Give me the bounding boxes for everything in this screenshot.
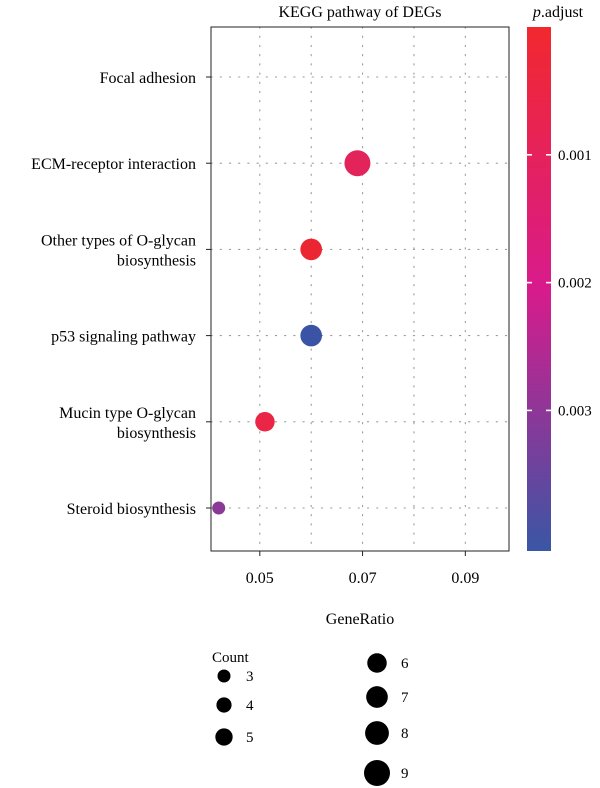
data-points <box>212 150 371 515</box>
size-legend-dot <box>365 721 389 745</box>
size-legend-label: 4 <box>246 698 254 714</box>
data-point <box>212 501 226 515</box>
size-legend-label: 9 <box>401 766 409 782</box>
size-legend-dot <box>217 669 231 683</box>
data-point <box>344 150 371 177</box>
colorbar-tick-label: 0.002 <box>558 276 592 292</box>
size-legend-dot <box>366 686 388 708</box>
size-legend-dot <box>364 760 390 786</box>
size-legend-label: 5 <box>246 730 254 746</box>
size-legend-dot <box>215 728 233 746</box>
y-category-label-line: Mucin type O-glycan <box>59 405 196 422</box>
chart-title: KEGG pathway of DEGs <box>278 4 441 21</box>
y-category-label-line: Steroid biosynthesis <box>67 501 196 518</box>
size-legend-title: Count <box>212 650 250 666</box>
size-legend-dot <box>216 697 232 713</box>
colorbar-title-italic: p <box>532 4 541 21</box>
size-legend-label: 8 <box>401 726 409 742</box>
colorbar-ticks: 0.001 0.002 0.003 <box>527 148 592 419</box>
data-point <box>255 412 275 432</box>
y-category-label: Other types of O-glycan biosynthesis <box>41 232 196 269</box>
y-category-label-line: biosynthesis <box>117 425 196 442</box>
y-category-label-line: Focal adhesion <box>100 70 196 87</box>
colorbar-tick-label: 0.003 <box>558 403 592 419</box>
size-legend-label: 7 <box>401 690 409 706</box>
size-legend-dot <box>367 653 387 673</box>
data-point <box>300 324 323 347</box>
size-legend: Count 3 4 5 6 7 8 9 <box>212 650 409 786</box>
plot-grid <box>210 26 510 552</box>
y-category-label: Steroid biosynthesis <box>67 501 196 518</box>
y-category-label-line: ECM-receptor interaction <box>31 156 196 173</box>
y-category-label-line: Other types of O-glycan <box>41 232 196 249</box>
colorbar-title-rest: .adjust <box>541 4 584 21</box>
colorbar-tick-label: 0.001 <box>558 148 592 164</box>
x-tick-label: 0.09 <box>451 570 479 587</box>
data-point <box>300 238 323 261</box>
x-tick-label: 0.07 <box>349 570 377 587</box>
plot-frame <box>210 26 510 552</box>
y-category-label: Focal adhesion <box>100 70 196 87</box>
colorbar <box>527 27 551 551</box>
y-category-label: ECM-receptor interaction <box>31 156 196 173</box>
y-axis-labels: Focal adhesion ECM-receptor interaction Ot… <box>31 70 211 518</box>
y-category-label-line: p53 signaling pathway <box>51 329 196 346</box>
size-legend-label: 6 <box>401 656 409 672</box>
x-tick-label: 0.05 <box>246 570 274 587</box>
y-category-label: Mucin type O-glycan biosynthesis <box>59 405 196 442</box>
y-category-label: p53 signaling pathway <box>51 329 196 346</box>
x-axis-label: GeneRatio <box>326 611 394 628</box>
colorbar-title: p.adjust <box>532 4 584 21</box>
y-category-label-line: biosynthesis <box>117 252 196 269</box>
size-legend-label: 3 <box>246 669 254 685</box>
x-axis-ticks: 0.05 0.07 0.09 <box>246 551 479 587</box>
